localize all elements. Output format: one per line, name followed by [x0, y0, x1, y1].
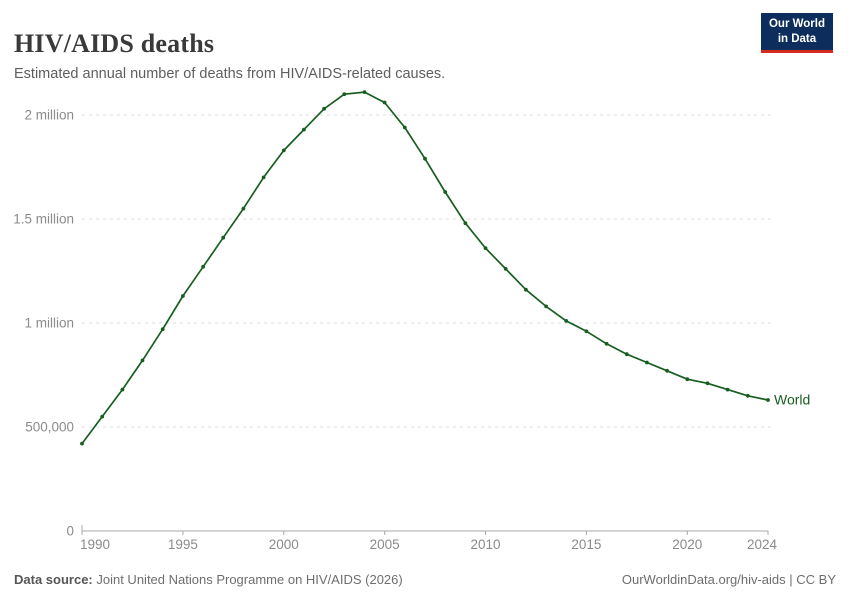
- data-point[interactable]: [645, 360, 649, 365]
- data-point[interactable]: [745, 393, 750, 398]
- y-axis-label: 1 million: [24, 316, 74, 331]
- data-point[interactable]: [483, 246, 488, 251]
- world-line[interactable]: [81, 91, 769, 445]
- data-source-label: Data source:: [14, 572, 93, 587]
- x-axis-label: 2024: [747, 537, 778, 552]
- data-point[interactable]: [443, 190, 448, 194]
- data-point[interactable]: [503, 267, 508, 271]
- data-point[interactable]: [624, 352, 629, 357]
- x-axis-label: 1995: [168, 537, 198, 552]
- x-axis-label: 2000: [269, 537, 299, 552]
- x-axis-label: 1990: [80, 537, 110, 552]
- data-point[interactable]: [261, 175, 266, 180]
- data-source-text: Joint United Nations Programme on HIV/AI…: [92, 572, 403, 587]
- data-point[interactable]: [402, 125, 407, 130]
- data-point[interactable]: [725, 387, 730, 392]
- data-point[interactable]: [564, 319, 569, 323]
- data-point[interactable]: [160, 327, 165, 332]
- data-point[interactable]: [766, 398, 770, 402]
- data-point[interactable]: [80, 441, 84, 446]
- data-point[interactable]: [604, 341, 609, 346]
- y-axis-label: 2 million: [24, 108, 74, 123]
- citation-link[interactable]: OurWorldinData.org/hiv-aids | CC BY: [621, 572, 836, 587]
- x-axis-label: 2015: [571, 537, 601, 552]
- data-point[interactable]: [362, 90, 367, 94]
- page-title: HIV/AIDS deaths: [14, 29, 215, 59]
- owid-logo-line2: in Data: [777, 32, 817, 45]
- page-subtitle: Estimated annual number of deaths from H…: [14, 65, 446, 82]
- owid-logo-line1: Our World: [768, 18, 825, 30]
- data-point[interactable]: [140, 358, 145, 363]
- y-axis-label: 1.5 million: [13, 212, 74, 227]
- x-axis-label: 2005: [370, 537, 400, 552]
- data-point[interactable]: [302, 127, 306, 132]
- data-point[interactable]: [281, 148, 286, 153]
- data-point[interactable]: [544, 304, 548, 309]
- y-axis-label: 0: [66, 524, 74, 539]
- data-point[interactable]: [705, 381, 710, 386]
- series-label-world[interactable]: World: [774, 391, 810, 407]
- data-point[interactable]: [584, 329, 589, 334]
- data-point[interactable]: [221, 235, 226, 240]
- y-axis-label: 500,000: [25, 420, 74, 435]
- x-axis-label: 2020: [672, 537, 702, 552]
- data-point[interactable]: [241, 206, 246, 211]
- data-point[interactable]: [423, 156, 427, 161]
- data-point[interactable]: [100, 414, 105, 419]
- data-point[interactable]: [322, 106, 326, 111]
- data-point[interactable]: [524, 287, 528, 292]
- data-source-note: Data source: Joint United Nations Progra…: [14, 572, 403, 587]
- owid-logo[interactable]: Our World in Data: [760, 13, 833, 53]
- data-point[interactable]: [201, 264, 206, 269]
- data-point[interactable]: [463, 221, 468, 226]
- data-point[interactable]: [181, 294, 185, 298]
- data-point[interactable]: [665, 368, 669, 373]
- data-point[interactable]: [342, 92, 347, 97]
- data-point[interactable]: [685, 377, 690, 382]
- data-point[interactable]: [382, 100, 387, 105]
- x-axis-label: 2010: [471, 537, 501, 552]
- data-point[interactable]: [120, 387, 125, 392]
